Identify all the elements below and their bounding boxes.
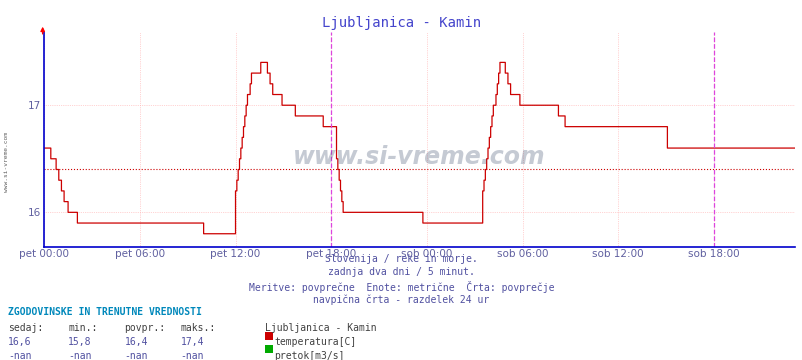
- Text: ZGODOVINSKE IN TRENUTNE VREDNOSTI: ZGODOVINSKE IN TRENUTNE VREDNOSTI: [8, 307, 201, 317]
- Text: www.si-vreme.com: www.si-vreme.com: [4, 132, 9, 192]
- Text: Ljubljanica - Kamin: Ljubljanica - Kamin: [265, 323, 376, 333]
- Text: -nan: -nan: [8, 351, 31, 360]
- Text: temperatura[C]: temperatura[C]: [273, 337, 356, 347]
- Text: sedaj:: sedaj:: [8, 323, 43, 333]
- Text: Meritve: povprečne  Enote: metrične  Črta: povprečje: Meritve: povprečne Enote: metrične Črta:…: [249, 281, 553, 293]
- Text: maks.:: maks.:: [180, 323, 216, 333]
- Text: -nan: -nan: [124, 351, 148, 360]
- Text: 15,8: 15,8: [68, 337, 91, 347]
- Text: 16,6: 16,6: [8, 337, 31, 347]
- Text: www.si-vreme.com: www.si-vreme.com: [293, 145, 545, 168]
- Text: 16,4: 16,4: [124, 337, 148, 347]
- Text: pretok[m3/s]: pretok[m3/s]: [273, 351, 344, 360]
- Text: povpr.:: povpr.:: [124, 323, 165, 333]
- Text: Slovenija / reke in morje.: Slovenija / reke in morje.: [325, 254, 477, 264]
- Text: -nan: -nan: [68, 351, 91, 360]
- Text: 17,4: 17,4: [180, 337, 204, 347]
- Text: -nan: -nan: [180, 351, 204, 360]
- Text: Ljubljanica - Kamin: Ljubljanica - Kamin: [322, 16, 480, 30]
- Text: min.:: min.:: [68, 323, 98, 333]
- Text: navpična črta - razdelek 24 ur: navpična črta - razdelek 24 ur: [313, 295, 489, 305]
- Text: zadnja dva dni / 5 minut.: zadnja dva dni / 5 minut.: [328, 267, 474, 278]
